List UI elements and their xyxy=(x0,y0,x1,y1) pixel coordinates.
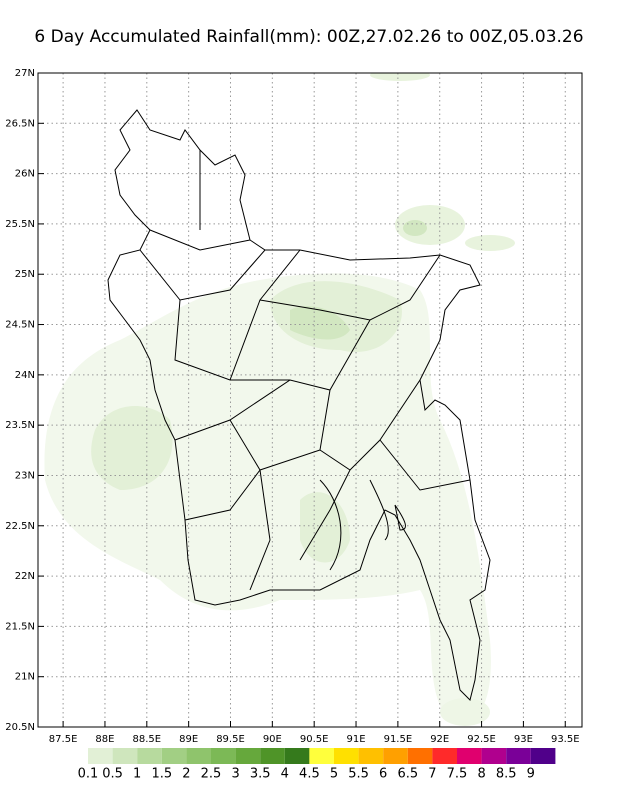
ticks: 87.5E 88E 88.5E 89E 89.5E 90E 90.5E 91E 91.5E 92E… xyxy=(5,68,579,745)
y-tick-label: 24.5N xyxy=(5,320,35,331)
y-tick-label: 24N xyxy=(15,370,35,381)
colorbar: 0.1 0.5 1 1.5 2 2.5 3 3.5 4 4.5 5 5.5 6 6.5 7 7.5 8 8.5 9 xyxy=(78,748,556,782)
colorbar-label: 1.5 xyxy=(151,767,172,782)
rainfall-field xyxy=(44,73,515,726)
y-tick-label: 22N xyxy=(15,571,35,582)
colorbar-box xyxy=(88,748,113,764)
colorbar-box xyxy=(235,748,261,764)
country-outline xyxy=(107,109,491,701)
y-tick-label: 26N xyxy=(15,169,35,180)
colorbar-box xyxy=(211,748,236,764)
colorbar-box xyxy=(481,748,507,764)
y-tick-label: 20.5N xyxy=(5,722,35,733)
x-tick-label: 93.5E xyxy=(551,734,580,745)
colorbar-box xyxy=(309,748,334,764)
colorbar-box xyxy=(284,748,310,764)
x-tick-label: 89E xyxy=(179,734,198,745)
colorbar-box xyxy=(358,748,384,764)
colorbar-box xyxy=(383,748,408,764)
colorbar-label: 3.5 xyxy=(250,767,271,782)
colorbar-label: 0.1 xyxy=(78,767,99,782)
colorbar-label: 3 xyxy=(231,767,239,782)
title: 6 Day Accumulated Rainfall(mm): 00Z,27.0… xyxy=(34,27,583,47)
colorbar-label: 8 xyxy=(477,767,485,782)
frame xyxy=(37,72,583,728)
colorbar-box xyxy=(334,748,359,764)
colorbar-label: 6.5 xyxy=(397,767,418,782)
y-tick-label: 21N xyxy=(15,672,35,683)
colorbar-box xyxy=(530,748,556,764)
map-area: 87.5E 88E 88.5E 89E 89.5E 90E 90.5E 91E 91.5E 92E… xyxy=(5,68,583,745)
x-tick-label: 88.5E xyxy=(133,734,162,745)
colorbar-box xyxy=(137,748,162,764)
colorbar-label: 5 xyxy=(330,767,338,782)
colorbar-label: 2.5 xyxy=(201,767,222,782)
colorbar-box xyxy=(506,748,531,764)
x-tick-label: 88E xyxy=(95,734,114,745)
y-tick-label: 21.5N xyxy=(5,621,35,632)
x-tick-label: 93E xyxy=(514,734,533,745)
colorbar-box xyxy=(161,748,187,764)
x-tick-label: 87.5E xyxy=(49,734,78,745)
x-tick-label: 92E xyxy=(430,734,449,745)
x-tick-label: 91.5E xyxy=(384,734,413,745)
colorbar-label: 1 xyxy=(133,767,141,782)
colorbar-label: 9 xyxy=(527,767,535,782)
colorbar-label: 5.5 xyxy=(348,767,369,782)
y-tick-label: 27N xyxy=(15,68,35,79)
y-tick-label: 23.5N xyxy=(5,420,35,431)
x-tick-label: 90E xyxy=(263,734,282,745)
colorbar-label: 4.5 xyxy=(299,767,320,782)
colorbar-label: 7 xyxy=(428,767,436,782)
colorbar-box xyxy=(457,748,482,764)
x-tick-label: 92.5E xyxy=(467,734,496,745)
colorbar-label: 2 xyxy=(182,767,190,782)
colorbar-box xyxy=(432,748,457,764)
y-tick-label: 23N xyxy=(15,470,35,481)
y-tick-label: 25N xyxy=(15,269,35,280)
y-tick-label: 22.5N xyxy=(5,521,35,532)
x-tick-label: 91E xyxy=(347,734,366,745)
colorbar-label: 8.5 xyxy=(496,767,517,782)
x-tick-label: 90.5E xyxy=(300,734,329,745)
colorbar-label: 0.5 xyxy=(102,767,123,782)
colorbar-label: 4 xyxy=(281,767,289,782)
colorbar-box xyxy=(186,748,211,764)
colorbar-box xyxy=(407,748,433,764)
x-tick-label: 89.5E xyxy=(216,734,245,745)
colorbar-label: 6 xyxy=(379,767,387,782)
grid xyxy=(38,72,582,728)
colorbar-label: 7.5 xyxy=(447,767,468,782)
colorbar-box xyxy=(112,748,138,764)
y-tick-label: 25.5N xyxy=(5,219,35,230)
colorbar-box xyxy=(260,748,285,764)
y-tick-label: 26.5N xyxy=(5,118,35,129)
